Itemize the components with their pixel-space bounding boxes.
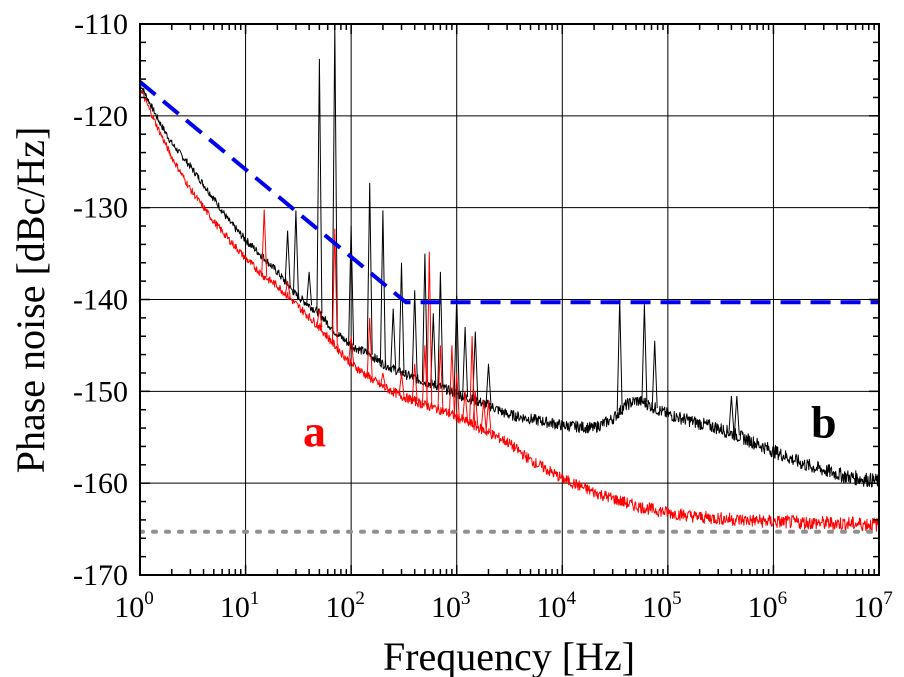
- series-a-spike: [316, 308, 323, 328]
- series-b-spike: [728, 395, 735, 434]
- series-b-spike: [641, 304, 648, 403]
- y-tick-label: -120: [73, 100, 128, 133]
- series-a-spike: [437, 345, 444, 410]
- series-a-spike: [366, 317, 373, 378]
- x-tick-label: 100: [114, 588, 154, 624]
- x-tick-label: 107: [853, 588, 893, 624]
- series-a-spike: [462, 391, 469, 422]
- series-b-spike: [485, 363, 492, 406]
- series-b-spike: [306, 271, 313, 306]
- series-b-spike: [292, 210, 299, 295]
- series-a-line: [140, 89, 879, 532]
- y-tick-label: -140: [73, 284, 128, 317]
- x-tick-label: 103: [431, 588, 471, 624]
- series-b-spike: [733, 395, 740, 436]
- series-b-spike: [411, 290, 418, 379]
- y-tick-label: -160: [73, 467, 128, 500]
- series-b-spike: [651, 340, 658, 409]
- y-tick-label: -110: [74, 8, 128, 41]
- series-label-a: a: [303, 405, 326, 456]
- series-a-spike: [261, 209, 268, 277]
- y-tick-label: -130: [73, 192, 128, 225]
- series-b-spike: [437, 271, 444, 387]
- x-tick-label: 106: [748, 588, 788, 624]
- series-b-spike: [316, 58, 323, 314]
- series-a-spike: [472, 391, 479, 427]
- series-a-spike: [480, 400, 487, 431]
- series-b-spike: [616, 299, 623, 412]
- axis-layer: 100 101 102 103 104 105 106 107 -110 -120 -130 -140…: [73, 8, 893, 624]
- x-axis-title: Frequency [Hz]: [383, 634, 635, 677]
- series-b-spike: [462, 326, 469, 398]
- series-b-spike: [379, 210, 386, 364]
- x-tick-label: 101: [220, 588, 259, 624]
- series-b-spike: [348, 225, 355, 346]
- y-tick-label: -170: [73, 559, 128, 592]
- series-layer: [140, 24, 879, 534]
- series-b-spike: [453, 295, 460, 395]
- series-b-spike: [421, 253, 428, 383]
- series-b-spike: [398, 262, 405, 374]
- series-b-spike: [331, 24, 338, 332]
- series-a-spike: [453, 372, 460, 418]
- series-a-spike: [331, 228, 338, 346]
- x-tick-label: 105: [642, 588, 682, 624]
- series-b-spike: [284, 230, 291, 285]
- series-b-spike: [366, 182, 373, 355]
- series-a-spike: [469, 336, 476, 425]
- series-a-spike: [379, 372, 386, 387]
- series-a-spike: [398, 372, 405, 396]
- series-a-spike: [426, 251, 433, 407]
- x-tick-label: 104: [537, 588, 577, 624]
- series-label-b: b: [811, 396, 837, 447]
- grid-layer: [140, 24, 879, 575]
- series-a-spike: [448, 345, 455, 415]
- series-a-spike: [348, 336, 355, 364]
- series-a-spike: [411, 363, 418, 402]
- x-tick-label: 102: [325, 588, 365, 624]
- y-tick-label: -150: [73, 375, 128, 408]
- series-a-spike: [485, 400, 492, 433]
- series-a-spike: [421, 345, 428, 406]
- limit-line-dashed: [140, 80, 879, 305]
- series-b-line: [140, 83, 879, 488]
- series-a-spike: [284, 281, 291, 296]
- y-axis-title: Phase noise [dBc/Hz]: [8, 127, 53, 474]
- series-b-spike: [390, 308, 397, 369]
- series-b-spike: [430, 313, 437, 385]
